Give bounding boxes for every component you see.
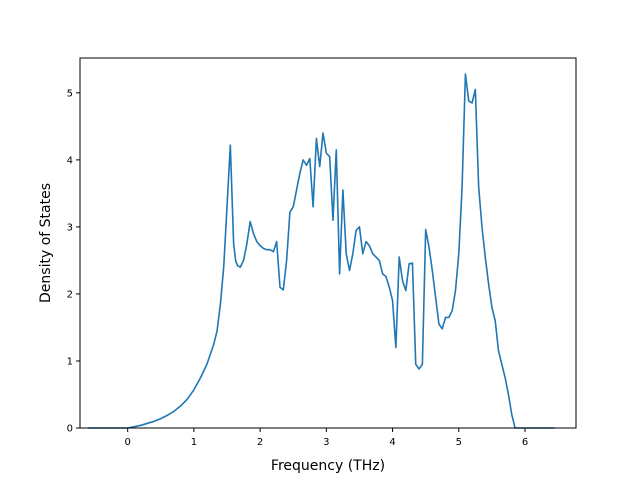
y-axis-label: Density of States	[38, 183, 54, 303]
x-tick-label: 6	[522, 437, 528, 448]
x-tick-label: 4	[389, 437, 395, 448]
x-tick-label: 0	[124, 437, 130, 448]
x-tick-label: 3	[323, 437, 329, 448]
y-tick-label: 1	[67, 356, 73, 367]
dos-series-line	[87, 73, 555, 429]
ticks-layer: 0 1 2 3 4 5 6 0 1 2 3 4 5	[67, 88, 529, 448]
y-tick-label: 4	[67, 155, 73, 166]
y-tick-label: 3	[67, 222, 73, 233]
y-tick-label: 5	[67, 88, 73, 99]
x-axis-label: Frequency (THz)	[271, 458, 385, 474]
x-tick-label: 1	[191, 437, 197, 448]
x-tick-label: 5	[456, 437, 462, 448]
x-tick-label: 2	[257, 437, 263, 448]
y-tick-label: 2	[67, 289, 73, 300]
plot-frame	[79, 57, 577, 429]
y-tick-label: 0	[67, 424, 73, 435]
